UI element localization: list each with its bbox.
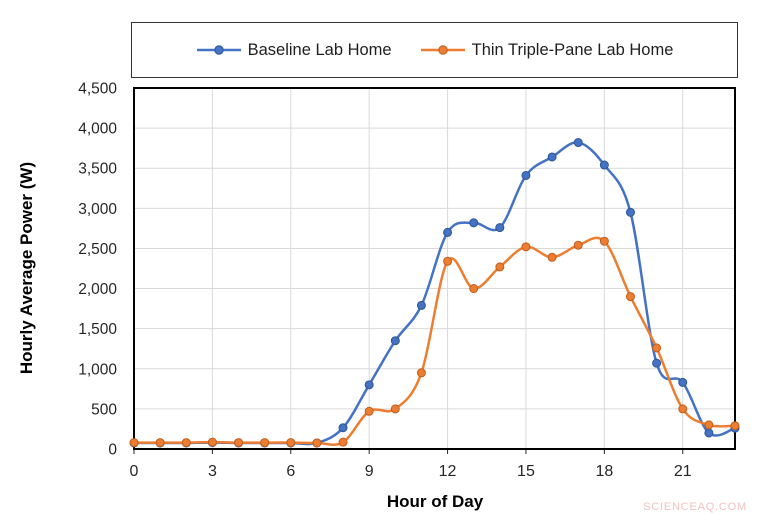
series-marker-0 xyxy=(338,423,348,433)
series-marker-1 xyxy=(599,236,609,246)
y-tick-label: 1,000 xyxy=(78,361,117,378)
series-marker-1 xyxy=(547,252,557,262)
series-marker-1 xyxy=(730,421,740,431)
legend-label-thin-triple-pane-lab-home: Thin Triple-Pane Lab Home xyxy=(471,40,674,59)
series-marker-1 xyxy=(443,256,453,266)
legend-item-thin-triple-pane-lab-home: Thin Triple-Pane Lab Home xyxy=(420,40,674,60)
series-marker-1 xyxy=(495,262,505,272)
series-marker-1 xyxy=(312,438,322,448)
y-tick-label: 1,500 xyxy=(78,321,117,338)
watermark: SCIENCEAQ.COM xyxy=(643,501,747,513)
series-marker-1 xyxy=(155,438,165,448)
series-marker-0 xyxy=(390,336,400,346)
series-marker-0 xyxy=(652,358,662,368)
series-marker-1 xyxy=(625,292,635,302)
series-marker-1 xyxy=(652,343,662,353)
legend-label-baseline-lab-home: Baseline Lab Home xyxy=(247,40,392,59)
legend-marker-baseline-icon xyxy=(196,45,241,55)
plot-border xyxy=(133,87,736,450)
series-marker-1 xyxy=(181,438,191,448)
series-marker-1 xyxy=(207,437,217,447)
chart-legend: Baseline Lab Home Thin Triple-Pane Lab H… xyxy=(131,22,738,78)
series-marker-0 xyxy=(416,300,426,310)
series-marker-1 xyxy=(573,240,583,250)
series-marker-0 xyxy=(495,223,505,233)
x-tick-label: 21 xyxy=(674,463,692,480)
series-marker-0 xyxy=(521,170,531,180)
legend-marker-thin-triple-pane-icon xyxy=(420,45,465,55)
series-marker-0 xyxy=(573,138,583,148)
series-marker-1 xyxy=(234,438,244,448)
series-marker-1 xyxy=(678,404,688,414)
series-marker-0 xyxy=(443,227,453,237)
x-tick-label: 15 xyxy=(517,463,535,480)
x-tick-label: 0 xyxy=(130,463,139,480)
series-marker-0 xyxy=(469,218,479,228)
y-tick-label: 4,500 xyxy=(78,81,117,98)
series-marker-1 xyxy=(469,284,479,294)
y-tick-label: 0 xyxy=(108,442,117,459)
series-marker-0 xyxy=(599,160,609,170)
series-marker-1 xyxy=(129,438,139,448)
x-tick-label: 12 xyxy=(439,463,457,480)
x-tick-label: 18 xyxy=(595,463,613,480)
y-tick-label: 2,000 xyxy=(78,281,117,298)
series-marker-0 xyxy=(704,428,714,438)
x-tick-label: 6 xyxy=(286,463,295,480)
x-tick-label: 9 xyxy=(365,463,374,480)
series-marker-1 xyxy=(260,438,270,448)
series-marker-0 xyxy=(678,377,688,387)
y-tick-label: 2,500 xyxy=(78,241,117,258)
series-marker-1 xyxy=(364,406,374,416)
y-tick-label: 4,000 xyxy=(78,121,117,138)
series-marker-0 xyxy=(547,152,557,162)
x-axis-title: Hour of Day xyxy=(386,492,484,511)
series-marker-1 xyxy=(286,438,296,448)
series-marker-1 xyxy=(704,420,714,430)
series-marker-1 xyxy=(521,242,531,252)
legend-item-baseline-lab-home: Baseline Lab Home xyxy=(196,41,392,60)
y-tick-label: 500 xyxy=(91,401,117,418)
y-tick-label: 3,000 xyxy=(78,201,117,218)
y-tick-label: 3,500 xyxy=(78,161,117,178)
series-marker-1 xyxy=(390,404,400,414)
series-marker-0 xyxy=(364,380,374,390)
x-tick-label: 3 xyxy=(208,463,217,480)
series-line-0 xyxy=(132,141,737,446)
series-marker-1 xyxy=(416,368,426,378)
series-marker-1 xyxy=(338,437,348,447)
series-marker-0 xyxy=(625,207,635,217)
